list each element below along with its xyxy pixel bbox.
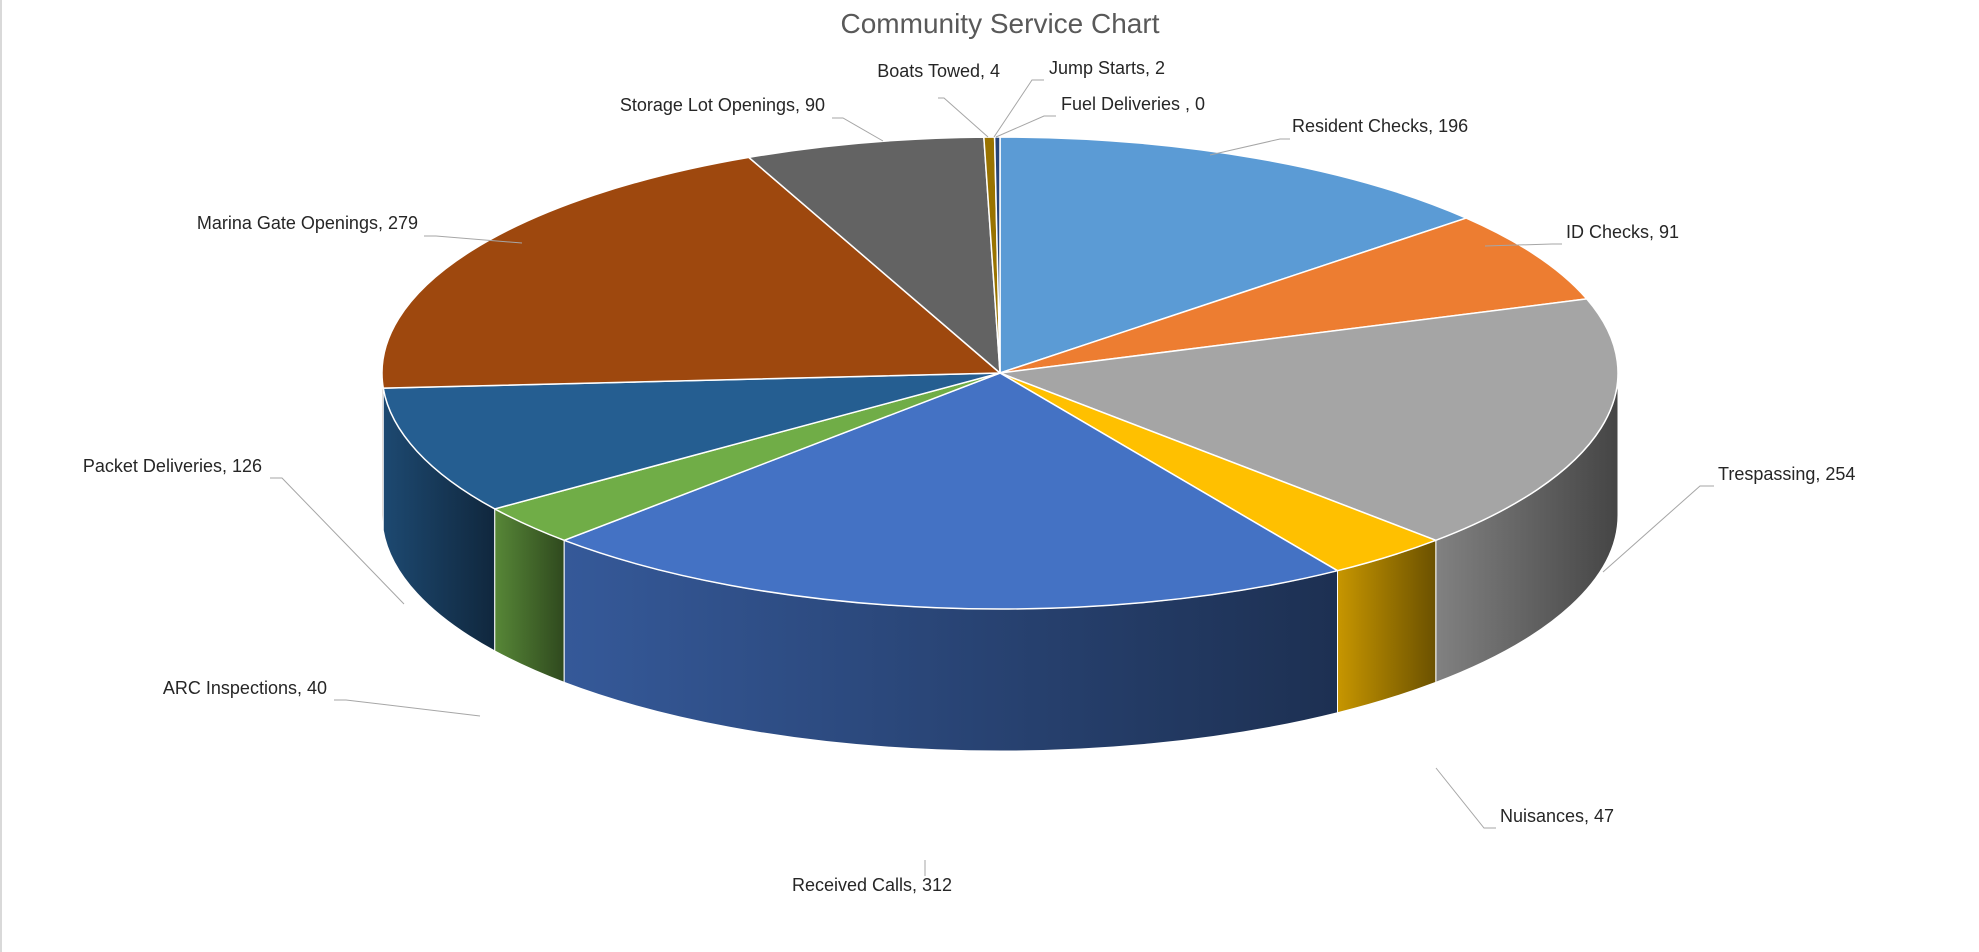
slice-labels: Resident Checks, 196 ID Checks, 91 Trespas… (83, 58, 1856, 895)
slice-label-jump-starts: Jump Starts, 2 (1049, 58, 1165, 78)
leader-line-trespassing (1602, 485, 1714, 573)
slice-storage-lot-openings (748, 136, 1001, 374)
leader-lines (270, 79, 1714, 876)
slice-label-resident-checks: Resident Checks, 196 (1292, 116, 1468, 136)
leader-line-boats-towed (938, 97, 989, 138)
slice-received-calls (563, 372, 1339, 610)
chart-title: Community Service Chart (841, 8, 1160, 39)
slice-marina-gate-openings (381, 156, 1001, 389)
leader-line-storage-lot-openings (832, 117, 884, 142)
leader-line-packet-deliveries (270, 477, 405, 605)
slice-label-nuisances: Nuisances, 47 (1500, 806, 1614, 826)
slice-label-trespassing: Trespassing, 254 (1718, 464, 1855, 484)
slice-label-fuel-deliveries: Fuel Deliveries , 0 (1061, 94, 1205, 114)
slice-label-id-checks: ID Checks, 91 (1566, 222, 1679, 242)
slice-label-arc-inspections: ARC Inspections, 40 (163, 678, 327, 698)
slice-label-storage-lot-openings: Storage Lot Openings, 90 (620, 95, 825, 115)
frame-border (0, 0, 2, 952)
leader-line-fuel-deliveries (995, 115, 1056, 138)
leader-line-arc-inspections (334, 699, 481, 717)
leader-line-marina-gate-openings (424, 235, 523, 244)
slice-label-packet-deliveries: Packet Deliveries, 126 (83, 456, 262, 476)
slice-label-received-calls: Received Calls, 312 (792, 875, 952, 895)
slice-label-marina-gate-openings: Marina Gate Openings, 279 (197, 213, 418, 233)
leader-line-nuisances (1435, 767, 1496, 829)
leader-line-resident-checks (1209, 138, 1290, 156)
slice-jump-starts (993, 136, 1001, 374)
leader-line-id-checks (1484, 243, 1562, 247)
slice-resident-checks (999, 136, 1467, 374)
slice-packet-deliveries (382, 372, 1001, 510)
pie-slices (381, 136, 1619, 610)
leader-line-jump-starts (993, 79, 1044, 138)
slice-label-boats-towed: Boats Towed, 4 (877, 61, 1000, 81)
slice-trespassing (999, 298, 1619, 542)
slice-id-checks (999, 217, 1588, 374)
